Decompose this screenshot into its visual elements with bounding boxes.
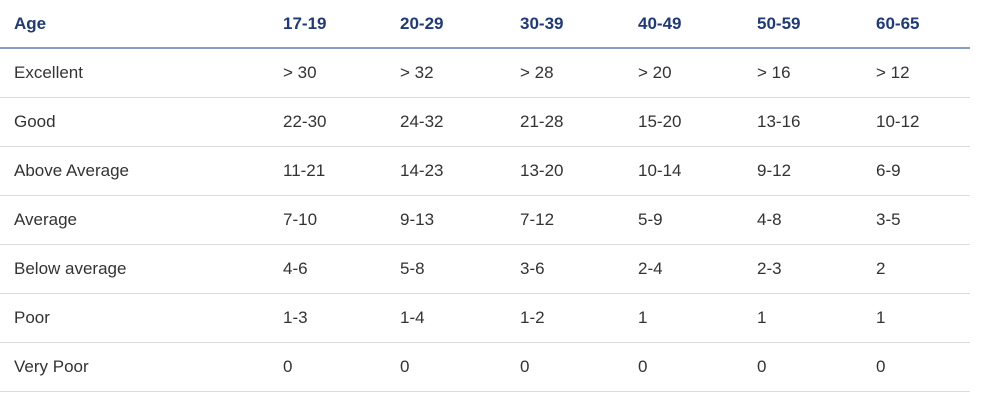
table-cell: 1 (876, 293, 970, 343)
table-row: Above Average 11-21 14-23 13-20 10-14 9-12 6-9 (0, 146, 970, 196)
table-cell: 22-30 (283, 97, 400, 147)
table-cell: 0 (757, 342, 876, 392)
table-cell: 10-14 (638, 146, 757, 196)
header-cell: 20-29 (400, 0, 520, 49)
table-cell: 0 (283, 342, 400, 392)
row-label: Good (0, 97, 283, 147)
header-cell: 40-49 (638, 0, 757, 49)
table-cell: 0 (638, 342, 757, 392)
table-cell: 2 (876, 244, 970, 294)
table-cell: 11-21 (283, 146, 400, 196)
table-cell: 1 (757, 293, 876, 343)
table-cell: > 20 (638, 48, 757, 98)
row-label: Average (0, 195, 283, 245)
row-label: Above Average (0, 146, 283, 196)
table-cell: 0 (876, 342, 970, 392)
table-cell: > 32 (400, 48, 520, 98)
table-row: Average 7-10 9-13 7-12 5-9 4-8 3-5 (0, 195, 970, 245)
table-cell: 7-10 (283, 195, 400, 245)
table-cell: 9-13 (400, 195, 520, 245)
header-cell: 50-59 (757, 0, 876, 49)
table-cell: 13-16 (757, 97, 876, 147)
table-cell: 2-3 (757, 244, 876, 294)
table-cell: 1 (638, 293, 757, 343)
table-row: Good 22-30 24-32 21-28 15-20 13-16 10-12 (0, 97, 970, 147)
header-cell: Age (0, 0, 283, 49)
table-cell: > 16 (757, 48, 876, 98)
table-cell: 2-4 (638, 244, 757, 294)
header-cell: 30-39 (520, 0, 638, 49)
table-cell: 4-6 (283, 244, 400, 294)
table-cell: 3-5 (876, 195, 970, 245)
table-cell: 4-8 (757, 195, 876, 245)
table-row: Poor 1-3 1-4 1-2 1 1 1 (0, 293, 970, 343)
table-cell: 6-9 (876, 146, 970, 196)
fitness-table: Age 17-19 20-29 30-39 40-49 50-59 60-65 Excell… (0, 0, 970, 392)
table-cell: 1-3 (283, 293, 400, 343)
table-cell: 0 (400, 342, 520, 392)
table-cell: > 12 (876, 48, 970, 98)
table-cell: 0 (520, 342, 638, 392)
table-cell: 21-28 (520, 97, 638, 147)
row-label: Excellent (0, 48, 283, 98)
row-label: Below average (0, 244, 283, 294)
table-row: Below average 4-6 5-8 3-6 2-4 2-3 2 (0, 244, 970, 294)
table-cell: 7-12 (520, 195, 638, 245)
table-cell: 15-20 (638, 97, 757, 147)
row-label: Very Poor (0, 342, 283, 392)
header-cell: 17-19 (283, 0, 400, 49)
table-row: Very Poor 0 0 0 0 0 0 (0, 342, 970, 392)
table-cell: 1-4 (400, 293, 520, 343)
table-cell: 5-8 (400, 244, 520, 294)
table-cell: 5-9 (638, 195, 757, 245)
table-cell: 13-20 (520, 146, 638, 196)
header-cell: 60-65 (876, 0, 970, 49)
table-cell: > 28 (520, 48, 638, 98)
table-row: Excellent > 30 > 32 > 28 > 20 > 16 > 12 (0, 48, 970, 98)
table-cell: 9-12 (757, 146, 876, 196)
table-cell: > 30 (283, 48, 400, 98)
table-cell: 3-6 (520, 244, 638, 294)
row-label: Poor (0, 293, 283, 343)
table-cell: 24-32 (400, 97, 520, 147)
header-row: Age 17-19 20-29 30-39 40-49 50-59 60-65 (0, 0, 970, 49)
table-cell: 14-23 (400, 146, 520, 196)
table-cell: 10-12 (876, 97, 970, 147)
table-cell: 1-2 (520, 293, 638, 343)
